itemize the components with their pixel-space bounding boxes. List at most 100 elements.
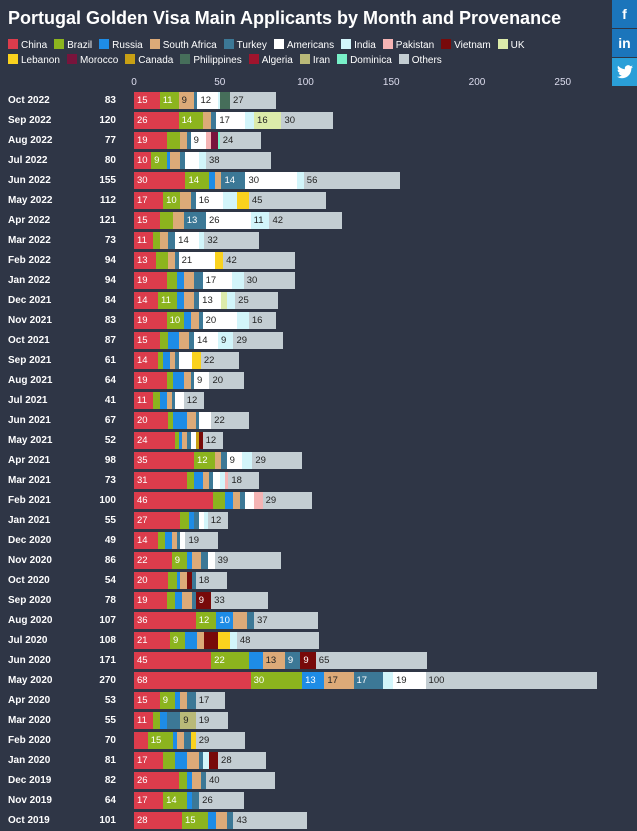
bar-segment[interactable] (175, 252, 179, 269)
bar-segment[interactable] (175, 432, 179, 449)
bar-segment[interactable]: 14 (185, 172, 210, 189)
bar-segment[interactable] (190, 732, 196, 749)
bar-segment[interactable]: 36 (134, 612, 196, 629)
bar-segment[interactable] (180, 692, 188, 709)
bar-segment[interactable]: 15 (134, 692, 160, 709)
bar-segment[interactable]: 22 (134, 552, 172, 569)
bar-segment[interactable] (382, 672, 393, 689)
bar-segment[interactable]: 9 (300, 652, 316, 669)
bar-segment[interactable]: 17 (134, 752, 164, 769)
bar-segment[interactable] (176, 292, 184, 309)
bar-segment[interactable]: 15 (134, 212, 160, 229)
bar-segment[interactable] (218, 92, 220, 109)
bar-segment[interactable] (168, 332, 179, 349)
bar-segment[interactable]: 30 (243, 272, 296, 289)
bar-segment[interactable]: 12 (183, 392, 205, 409)
bar-segment[interactable] (175, 352, 179, 369)
bar-segment[interactable]: 11 (134, 232, 153, 249)
bar-segment[interactable] (187, 432, 191, 449)
bar-segment[interactable] (180, 152, 186, 169)
bar-segment[interactable] (183, 272, 195, 289)
bar-segment[interactable] (183, 312, 191, 329)
linkedin-share-button[interactable]: in (612, 29, 637, 57)
bar-segment[interactable]: 19 (134, 272, 167, 289)
bar-segment[interactable] (159, 212, 174, 229)
bar-segment[interactable] (202, 112, 212, 129)
bar-segment[interactable]: 11 (159, 92, 179, 109)
bar-segment[interactable] (158, 532, 165, 549)
bar-segment[interactable]: 14 (178, 112, 203, 129)
bar-segment[interactable] (202, 752, 210, 769)
bar-segment[interactable]: 35 (134, 452, 195, 469)
bar-segment[interactable] (233, 612, 248, 629)
bar-segment[interactable] (166, 392, 172, 409)
bar-segment[interactable]: 15 (134, 332, 160, 349)
bar-segment[interactable] (199, 152, 207, 169)
bar-segment[interactable]: 26 (206, 212, 251, 229)
bar-segment[interactable]: 29 (195, 732, 246, 749)
bar-segment[interactable] (245, 492, 255, 509)
bar-segment[interactable] (221, 452, 227, 469)
bar-segment[interactable]: 16 (195, 192, 224, 209)
bar-segment[interactable]: 25 (235, 292, 279, 309)
bar-segment[interactable] (190, 312, 200, 329)
bar-segment[interactable]: 45 (248, 192, 327, 209)
bar-segment[interactable] (166, 152, 170, 169)
bar-segment[interactable] (175, 692, 181, 709)
bar-segment[interactable]: 12 (195, 612, 217, 629)
bar-segment[interactable] (192, 792, 200, 809)
bar-segment[interactable] (187, 472, 195, 489)
bar-segment[interactable]: 42 (223, 252, 296, 269)
bar-segment[interactable] (183, 732, 191, 749)
bar-segment[interactable]: 15 (134, 92, 160, 109)
bar-segment[interactable] (176, 732, 184, 749)
bar-segment[interactable] (212, 492, 225, 509)
bar-segment[interactable] (185, 152, 200, 169)
bar-segment[interactable]: 21 (178, 252, 215, 269)
bar-segment[interactable]: 13 (134, 252, 157, 269)
bar-segment[interactable] (236, 192, 249, 209)
bar-segment[interactable] (207, 812, 217, 829)
bar-segment[interactable] (163, 752, 176, 769)
bar-segment[interactable] (199, 232, 205, 249)
bar-segment[interactable] (240, 492, 246, 509)
bar-segment[interactable] (166, 132, 181, 149)
bar-segment[interactable] (171, 532, 177, 549)
bar-segment[interactable] (245, 112, 255, 129)
bar-segment[interactable] (187, 412, 196, 429)
bar-segment[interactable] (156, 252, 169, 269)
bar-segment[interactable]: 16 (254, 112, 282, 129)
bar-segment[interactable] (173, 212, 184, 229)
bar-segment[interactable] (152, 232, 160, 249)
bar-segment[interactable] (192, 592, 196, 609)
bar-segment[interactable]: 17 (134, 192, 164, 209)
bar-segment[interactable]: 10 (134, 152, 152, 169)
bar-segment[interactable]: 11 (158, 292, 177, 309)
bar-segment[interactable] (219, 92, 231, 109)
bar-segment[interactable]: 10 (163, 192, 181, 209)
bar-segment[interactable] (219, 472, 225, 489)
bar-segment[interactable] (164, 532, 172, 549)
bar-segment[interactable] (180, 532, 186, 549)
bar-segment[interactable]: 40 (206, 772, 275, 789)
bar-segment[interactable]: 12 (202, 432, 224, 449)
bar-segment[interactable]: 22 (211, 412, 249, 429)
bar-segment[interactable] (180, 192, 191, 209)
bar-segment[interactable]: 9 (218, 332, 234, 349)
bar-segment[interactable]: 19 (185, 532, 219, 549)
bar-segment[interactable] (209, 172, 215, 189)
bar-segment[interactable] (214, 452, 222, 469)
bar-segment[interactable]: 30 (245, 172, 297, 189)
bar-segment[interactable]: 11 (134, 712, 153, 729)
bar-segment[interactable] (199, 312, 203, 329)
bar-segment[interactable] (183, 292, 195, 309)
bar-segment[interactable] (187, 552, 193, 569)
bar-segment[interactable] (173, 372, 184, 389)
bar-segment[interactable]: 11 (134, 392, 153, 409)
bar-segment[interactable] (200, 552, 208, 569)
bar-segment[interactable] (175, 392, 184, 409)
bar-segment[interactable]: 15 (147, 732, 174, 749)
bar-segment[interactable]: 19 (195, 712, 229, 729)
bar-segment[interactable] (216, 812, 227, 829)
bar-segment[interactable] (194, 512, 200, 529)
